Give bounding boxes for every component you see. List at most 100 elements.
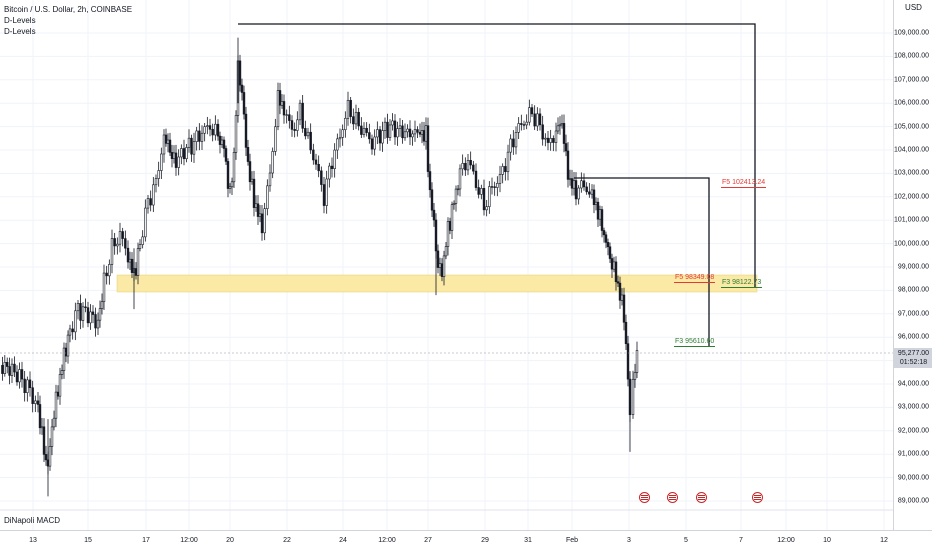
time-tick: Feb [565,537,579,544]
candle-body [556,125,560,132]
candle-body [325,178,328,206]
candle-body [288,114,291,121]
candle-body [232,152,236,183]
candle-body [192,141,196,155]
candle-body [86,307,90,324]
currency-label[interactable]: USD [905,3,922,12]
candle-body [610,258,614,270]
symbol-title[interactable]: Bitcoin / U.S. Dollar, 2h, COINBASE [4,5,133,14]
time-tick: 27 [424,537,432,544]
candle-body [341,129,344,138]
candle-body [170,152,174,159]
us-flag-icon[interactable] [696,492,707,503]
candle-body [136,248,140,276]
candle-body [320,170,323,185]
candle-body [401,125,404,139]
price-tick: 100,000.00 [893,240,929,248]
candle-body [490,186,494,188]
candle-body [116,243,119,247]
candle-body [94,314,97,329]
candle-body [477,187,480,195]
candle-body [190,137,193,155]
candle-body [6,362,9,367]
candle-body [62,347,66,371]
candle-body [426,125,430,172]
price-tick: 90,000.00 [897,474,929,482]
candle-body [187,137,191,148]
candle-body [31,387,34,404]
candle-body [528,107,531,123]
candle-body [450,204,454,231]
candle-body [226,161,230,189]
candle-body [418,131,422,135]
candle-body [144,207,147,238]
candle-body [128,258,132,263]
candle-body [79,303,82,321]
candle-body [298,102,302,121]
price-axis[interactable]: USD 109,000.00 108,000.00 107,000.00 106,00… [893,0,932,530]
indicator-pane-label[interactable]: DiNapoli MACD [4,516,61,525]
us-flag-icon[interactable] [752,492,763,503]
time-axis[interactable]: 13 15 17 12:00 20 22 24 12:00 27 29 31 Feb 3 5 7 12:00 1… [0,530,932,551]
time-tick: 12:00 [777,537,795,544]
candle-body [562,123,566,144]
candle-body [546,137,550,143]
candle-body [216,123,220,137]
candle-body [436,250,440,268]
candle-body [362,127,366,135]
indicator-d-levels-2[interactable]: D-Levels [4,27,36,36]
candle-body [66,334,70,357]
candle-body [68,328,72,336]
candle-body [530,107,534,115]
candle-body [98,308,102,321]
candle-body [594,201,598,205]
candle-body [338,137,342,140]
candle-body [48,446,52,467]
candle-body [585,186,588,193]
candle-body [554,130,558,143]
price-tick: 103,000.00 [893,169,929,177]
candle-body [349,99,352,117]
candle-body [420,130,424,135]
candle-body [360,125,363,135]
price-tick: 109,000.00 [893,29,929,37]
indicator-d-levels-1[interactable]: D-Levels [4,16,36,25]
candle-body [432,209,436,221]
price-tick: 101,000.00 [893,216,929,224]
candle-body [3,362,7,374]
chart-area[interactable]: Bitcoin / U.S. Dollar, 2h, COINBASE D-Le… [0,0,893,530]
us-flag-icon[interactable] [639,492,650,503]
candle-body [10,363,14,376]
candle-body [618,282,622,301]
candle-body [452,203,456,205]
candle-body [268,172,272,187]
us-flag-icon[interactable] [667,492,678,503]
candle-body [304,128,307,137]
candle-body [271,151,274,174]
candle-body [100,301,104,309]
candle-body [252,178,256,208]
candle-body [370,138,374,150]
time-tick: 24 [339,537,347,544]
candle-body [381,130,384,144]
candle-body [314,159,318,165]
candle-body [168,139,172,153]
d-level-small-bracket [574,177,710,346]
candle-body [549,138,552,143]
candle-body [26,379,29,393]
candle-body [493,186,496,188]
candle-body [456,188,460,191]
candle-body [224,148,228,162]
candle-body [250,178,254,183]
candle-body [248,161,252,183]
candle-body [126,247,130,263]
chart-canvas[interactable] [0,0,893,530]
candle-body [336,138,339,151]
candle-body [570,178,574,189]
candle-body [96,319,100,329]
candle-body [162,134,166,155]
candle-body [506,151,510,173]
candle-body [580,180,583,189]
price-tick: 94,000.00 [897,380,929,388]
candle-body [182,148,186,160]
